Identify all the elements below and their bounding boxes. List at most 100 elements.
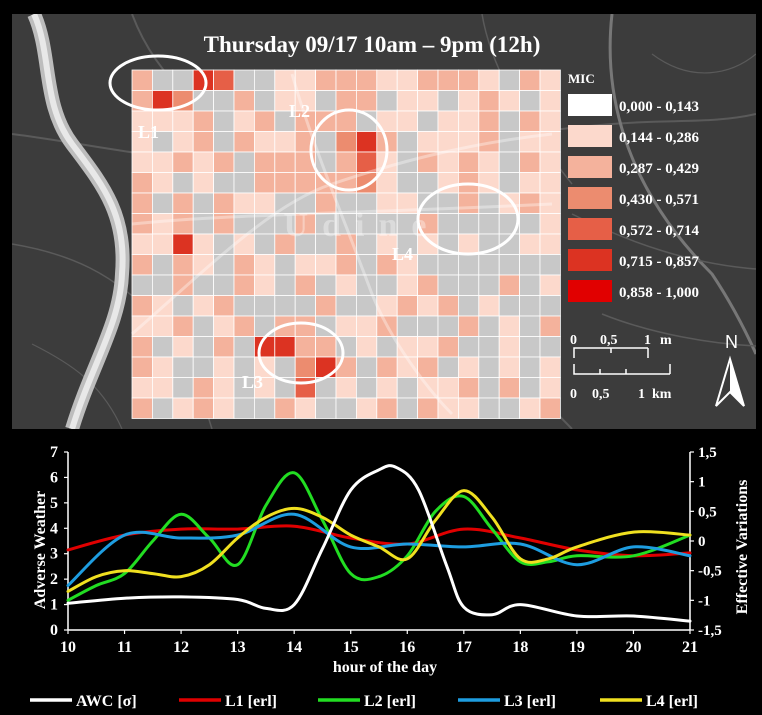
grid-cell	[192, 377, 214, 399]
legend-entry-label: L4 [erl]	[646, 693, 698, 710]
y-left-tick-label: 3	[50, 546, 58, 563]
grid-cell	[478, 315, 500, 337]
y-axis-left-label: Adverse Weather	[32, 491, 49, 609]
grid-cell	[192, 110, 214, 132]
grid-cell	[498, 315, 521, 337]
grid-cell	[253, 172, 276, 194]
grid-cell	[151, 213, 174, 235]
grid-cell	[253, 192, 276, 214]
grid-cell	[131, 356, 153, 378]
grid-roads-overlay	[131, 73, 553, 416]
grid-cell	[539, 295, 561, 317]
grid-cell	[233, 274, 255, 296]
hotspot-label-l4: L4	[392, 244, 413, 264]
grid-cell	[519, 356, 541, 378]
x-tick-label: 17	[456, 639, 472, 656]
x-tick-label: 12	[173, 639, 189, 656]
grid-cell	[172, 254, 194, 276]
grid-cell	[417, 295, 439, 317]
series-line-l3	[66, 512, 692, 587]
scale-labels: 0 0,5 1 m 0 0,5 1 km	[570, 333, 672, 402]
grid-cell	[192, 295, 214, 317]
grid-cell	[253, 110, 276, 132]
grid-cell	[478, 192, 500, 214]
grid-cell	[192, 397, 214, 419]
grid-cell	[274, 356, 296, 378]
grid-cell	[213, 192, 235, 214]
grid-cell	[437, 151, 459, 173]
grid-cell	[396, 172, 419, 194]
grid-cell	[457, 356, 480, 378]
grid-cell	[213, 110, 235, 132]
grid-cell	[253, 274, 276, 296]
grid-cell	[335, 69, 357, 91]
legend-swatch	[568, 249, 612, 271]
grid-cell	[355, 377, 378, 399]
grid-cell	[478, 356, 500, 378]
grid-cell	[172, 69, 194, 91]
scale-mile-05: 0,5	[600, 333, 618, 348]
hotspot-label-l3: L3	[242, 372, 263, 392]
grid-cell	[519, 110, 541, 132]
grid-cell	[376, 69, 398, 91]
scale-mile-0: 0	[570, 333, 577, 348]
grid-cell	[192, 151, 214, 173]
grid-cell	[315, 90, 337, 112]
grid-cell	[192, 356, 214, 378]
legend-range-label: 0,858 - 1,000	[619, 285, 699, 301]
grid-cell	[131, 397, 153, 419]
legend-swatch	[568, 218, 612, 240]
grid-cell	[498, 295, 521, 317]
grid-cell	[233, 254, 255, 276]
grid-cell	[478, 151, 500, 173]
legend-swatch	[568, 94, 612, 116]
grid-cell	[233, 110, 255, 132]
legend-entry-label: L3 [erl]	[504, 693, 556, 710]
grid-cell	[519, 151, 541, 173]
grid-cell	[151, 192, 174, 214]
grid-cell	[355, 397, 378, 419]
city-label: Udine	[284, 207, 441, 244]
grid-cell	[539, 151, 561, 173]
grid-cell	[192, 192, 214, 214]
x-axis-label: hour of the day	[333, 659, 437, 676]
grid-cell	[519, 213, 541, 235]
grid-cell	[539, 90, 561, 112]
grid-cell	[417, 110, 439, 132]
grid-cell	[213, 295, 235, 317]
grid-cell	[478, 90, 500, 112]
grid-cell	[172, 233, 194, 255]
legend-entry-label: L1 [erl]	[225, 693, 277, 710]
legend-range-label: 0,430 - 0,571	[619, 192, 699, 208]
grid-cell	[274, 295, 296, 317]
grid-cell	[498, 69, 521, 91]
grid-cell	[172, 274, 194, 296]
series-line-l4	[66, 489, 692, 593]
grid-cell	[253, 254, 276, 276]
legend-swatch	[568, 187, 612, 209]
grid-cell	[539, 315, 561, 337]
grid-cell	[478, 336, 500, 358]
grid-cell	[457, 295, 480, 317]
grid-cell	[274, 172, 296, 194]
x-tick-label: 13	[230, 639, 246, 656]
grid-cell	[335, 254, 357, 276]
hotspot-l3: L3	[242, 321, 345, 392]
grid-cell	[355, 315, 378, 337]
grid-cell	[274, 151, 296, 173]
grid-cell	[253, 131, 276, 153]
grid-cell	[213, 69, 235, 91]
grid-cell	[131, 295, 153, 317]
grid-cell	[457, 151, 480, 173]
legend-entry-label: L2 [erl]	[364, 693, 416, 710]
grid-cell	[355, 336, 378, 358]
grid-cell	[519, 315, 541, 337]
grid-cell	[172, 315, 194, 337]
grid-cell	[213, 356, 235, 378]
grid-cell	[335, 397, 357, 419]
grid-cell	[457, 69, 480, 91]
hotspot-label-l1: L1	[138, 122, 159, 142]
grid-cell	[478, 213, 500, 235]
grid-cell	[478, 110, 500, 132]
grid-cell	[315, 336, 337, 358]
